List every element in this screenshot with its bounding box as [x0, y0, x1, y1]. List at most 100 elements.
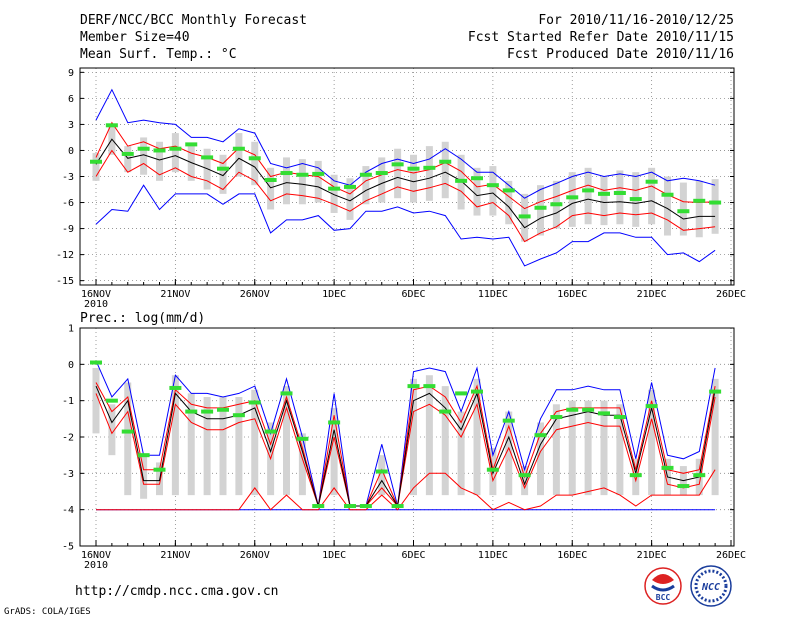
observation-marker	[661, 192, 674, 197]
observation-marker	[661, 465, 674, 470]
x-tick-label: 16DEC	[557, 550, 587, 561]
observation-marker	[709, 200, 722, 205]
x-tick-label: 26DEC	[716, 289, 746, 300]
observation-marker	[169, 385, 182, 390]
spread-box	[552, 404, 560, 496]
observation-marker	[693, 473, 706, 478]
observation-marker	[629, 197, 642, 202]
observation-marker	[598, 411, 610, 416]
observation-marker	[455, 391, 468, 396]
observation-marker	[439, 409, 452, 414]
y-tick-label: -3	[62, 172, 74, 183]
x-tick-label: 21DEC	[637, 289, 667, 300]
spread-box	[489, 166, 497, 216]
observation-marker	[502, 418, 515, 423]
observation-marker	[248, 400, 261, 405]
bcc-logo: BCC	[644, 567, 682, 605]
spread-box	[568, 400, 576, 496]
spread-box	[473, 378, 481, 496]
observation-marker	[471, 176, 483, 181]
observation-marker	[391, 504, 404, 509]
y-tick-label: -5	[62, 542, 74, 553]
observation-marker	[518, 473, 531, 478]
observation-marker	[423, 165, 436, 170]
spread-box	[695, 180, 703, 238]
x-year-label: 2010	[84, 560, 108, 571]
observation-marker	[375, 469, 388, 474]
spread-box	[711, 179, 719, 234]
observation-marker	[280, 171, 293, 176]
spread-box	[425, 146, 433, 201]
x-tick-label: 16DEC	[557, 289, 587, 300]
grads-credit: GrADS: COLA/IGES	[4, 607, 91, 617]
x-tick-label: 26NOV	[240, 550, 270, 561]
observation-marker	[328, 420, 341, 425]
observation-marker	[264, 177, 277, 182]
spread-box	[410, 378, 417, 496]
y-tick-label: 1	[68, 324, 74, 335]
observation-marker	[201, 409, 214, 414]
member-size-label: Member Size=40	[80, 30, 190, 45]
spread-box	[330, 407, 338, 496]
observation-marker	[471, 389, 483, 394]
source-url: http://cmdp.ncc.cma.gov.cn	[75, 584, 279, 599]
spread-box	[219, 397, 227, 496]
forecast-period: For 2010/11/16-2010/12/25	[538, 13, 734, 28]
observation-marker	[90, 159, 102, 164]
observation-marker	[613, 190, 626, 195]
spread-box	[537, 185, 544, 236]
figure-title: DERF/NCC/BCC Monthly Forecast	[80, 13, 307, 28]
spread-box	[187, 393, 195, 496]
y-tick-label: 3	[68, 120, 74, 131]
spread-box	[171, 375, 179, 496]
spread-box	[92, 367, 100, 434]
observation-marker	[232, 413, 245, 418]
observation-marker	[455, 178, 468, 183]
observation-marker	[217, 407, 229, 412]
x-tick-label: 16NOV	[81, 550, 111, 561]
spread-box	[679, 182, 687, 236]
spread-box	[187, 146, 195, 181]
x-tick-label: 21DEC	[637, 550, 667, 561]
spread-box	[108, 404, 116, 456]
observation-marker	[217, 166, 229, 171]
observation-marker	[709, 389, 722, 394]
spread-box	[600, 400, 608, 496]
observation-marker	[264, 429, 277, 434]
observation-marker	[613, 415, 626, 420]
observation-marker	[232, 146, 245, 151]
spread-box	[171, 133, 179, 173]
produced-date: Fcst Produced Date 2010/11/16	[507, 47, 734, 62]
spread-box	[648, 167, 656, 225]
spread-box	[156, 141, 163, 181]
observation-marker	[344, 184, 356, 189]
observation-marker	[344, 504, 356, 509]
spread-box	[314, 160, 322, 203]
series-lower_min-line	[96, 469, 716, 511]
observation-marker	[121, 151, 134, 156]
observation-marker	[486, 467, 499, 472]
y-tick-label: -1	[62, 396, 74, 407]
observation-marker	[566, 407, 579, 412]
observation-marker	[582, 407, 595, 412]
spread-box	[537, 422, 544, 496]
spread-box	[140, 137, 148, 175]
x-tick-label: 26DEC	[716, 550, 746, 561]
spread-box	[441, 386, 449, 496]
spread-box	[616, 170, 624, 225]
series-mean-line	[95, 138, 716, 229]
observation-marker	[407, 384, 420, 389]
spread-box	[346, 178, 354, 220]
x-tick-label: 11DEC	[478, 289, 508, 300]
observation-marker	[185, 409, 198, 414]
y-tick-label: -2	[62, 433, 74, 444]
observation-marker	[248, 156, 261, 161]
spread-box	[410, 154, 417, 203]
observation-marker	[201, 155, 214, 160]
spread-box	[664, 176, 671, 236]
y-tick-label: -9	[62, 224, 74, 235]
spread-box	[92, 153, 100, 181]
precipitation-chart: 1 0 -1 -2 -3 -4 -5 16NOV 21NOV 26NOV 1DEC 6DEC 11DEC…	[62, 324, 746, 572]
observation-marker	[280, 391, 293, 396]
x-year-label: 2010	[84, 299, 108, 310]
